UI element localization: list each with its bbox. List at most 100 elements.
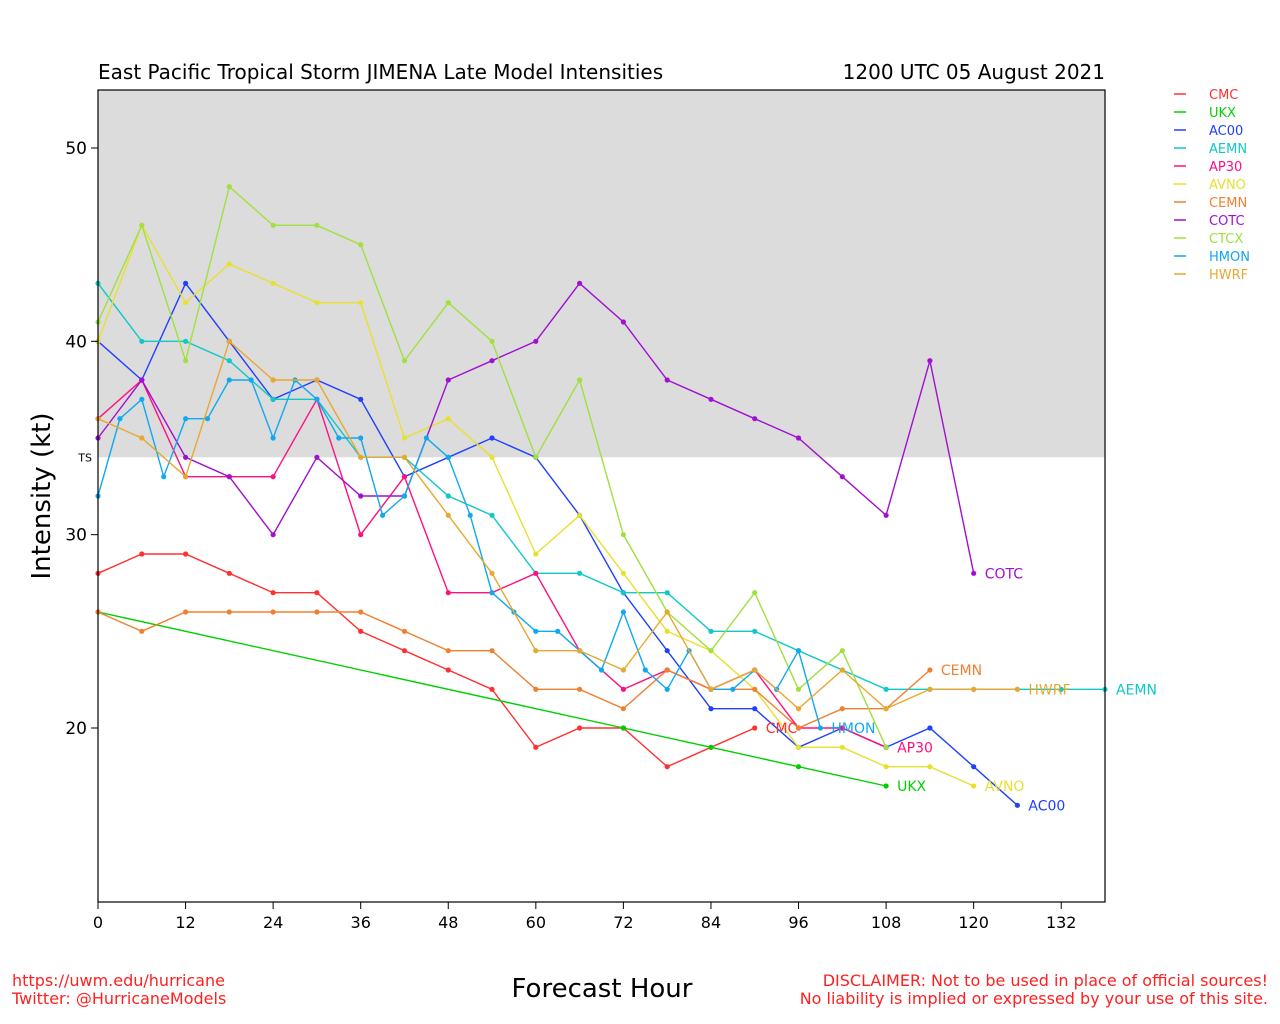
plot-frame: [97, 89, 1106, 903]
data-point: [883, 764, 889, 770]
data-point: [664, 628, 670, 634]
data-point: [664, 648, 670, 654]
data-point: [314, 300, 320, 306]
data-point: [401, 435, 408, 441]
data-point: [620, 706, 627, 712]
data-point: [664, 609, 670, 615]
data-point: [401, 628, 408, 634]
data-point: [839, 744, 845, 750]
series-avno: [95, 222, 977, 789]
data-point: [139, 396, 145, 402]
data-point: [620, 319, 627, 325]
website-link[interactable]: https://uwm.edu/hurricane: [12, 971, 225, 990]
x-tick-label: 24: [263, 913, 283, 932]
series-layer: [95, 184, 1108, 808]
end-label-cotc: COTC: [985, 566, 1024, 582]
data-point: [204, 416, 211, 422]
data-point: [489, 358, 495, 364]
ts-shaded-region: [98, 90, 1105, 458]
data-point: [752, 725, 758, 731]
data-point: [270, 590, 276, 596]
data-point: [839, 648, 845, 654]
data-point: [533, 551, 539, 557]
data-point: [183, 416, 189, 422]
data-point: [358, 532, 364, 538]
series-line-cmc: [97, 553, 755, 768]
data-point: [226, 184, 232, 190]
data-point: [664, 764, 670, 770]
data-point: [270, 222, 276, 228]
data-point: [708, 396, 714, 402]
data-point: [883, 706, 889, 712]
data-point: [270, 474, 276, 480]
data-point: [577, 377, 583, 383]
legend-entry-cmc: CMC: [1209, 88, 1238, 103]
data-point: [183, 280, 189, 286]
data-point: [533, 744, 539, 750]
data-point: [795, 744, 802, 750]
data-point: [927, 686, 933, 692]
legend-entry-ac00: AC00: [1209, 124, 1243, 139]
end-label-ac00: AC00: [1028, 798, 1065, 814]
x-tick-label: 48: [438, 913, 458, 932]
data-point: [883, 744, 889, 750]
twitter-handle[interactable]: Twitter: @HurricaneModels: [12, 989, 227, 1008]
data-point: [620, 532, 627, 538]
data-point: [226, 570, 232, 576]
data-point: [489, 590, 495, 596]
data-point: [139, 628, 145, 634]
data-point: [1014, 802, 1021, 808]
data-point: [664, 590, 670, 596]
data-point: [489, 338, 495, 344]
disclaimer-line-1: DISCLAIMER: Not to be used in place of o…: [822, 971, 1268, 990]
data-point: [270, 435, 276, 441]
y-tick-label: 50: [65, 139, 87, 159]
data-point: [183, 338, 189, 344]
data-point: [642, 667, 648, 673]
ts-threshold-label: TS: [77, 451, 92, 464]
data-point: [226, 261, 232, 267]
data-point: [380, 512, 386, 518]
data-point: [358, 435, 364, 441]
legend-entry-hmon: HMON: [1209, 250, 1250, 265]
data-point: [226, 609, 232, 615]
data-point: [620, 590, 627, 596]
data-point: [445, 648, 451, 654]
data-point: [752, 590, 758, 596]
data-point: [1058, 686, 1064, 692]
data-point: [489, 435, 495, 441]
x-tick-label: 0: [93, 913, 103, 932]
data-point: [839, 706, 845, 712]
data-point: [270, 396, 276, 402]
data-point: [708, 628, 714, 634]
legend-entry-cemn: CEMN: [1209, 196, 1247, 211]
data-point: [577, 648, 583, 654]
end-label-aemn: AEMN: [1116, 682, 1157, 698]
data-point: [620, 667, 627, 673]
data-point: [795, 648, 802, 654]
data-point: [533, 686, 539, 692]
x-tick-label: 96: [788, 913, 808, 932]
legend-entry-ap30: AP30: [1209, 160, 1242, 175]
data-point: [117, 416, 123, 422]
data-point: [971, 686, 977, 692]
data-point: [226, 338, 232, 344]
data-point: [971, 570, 977, 576]
data-point: [270, 532, 276, 538]
data-point: [183, 454, 189, 460]
data-point: [708, 706, 714, 712]
data-point: [620, 570, 627, 576]
data-point: [139, 551, 145, 557]
disclaimer-line-2: No liability is implied or expressed by …: [799, 989, 1268, 1008]
data-point: [358, 300, 364, 306]
data-point: [752, 686, 758, 692]
y-tick-label: 20: [65, 719, 87, 739]
end-label-hmon: HMON: [831, 721, 875, 737]
data-point: [577, 280, 583, 286]
data-point: [467, 512, 473, 518]
axis-layer: 0 12 24 36 48 60 72 84 96 108 120 132 20 30 40 50: [65, 89, 1106, 932]
legend-entry-aemn: AEMN: [1209, 142, 1247, 157]
data-point: [139, 338, 145, 344]
y-tick-label: 40: [65, 332, 87, 352]
